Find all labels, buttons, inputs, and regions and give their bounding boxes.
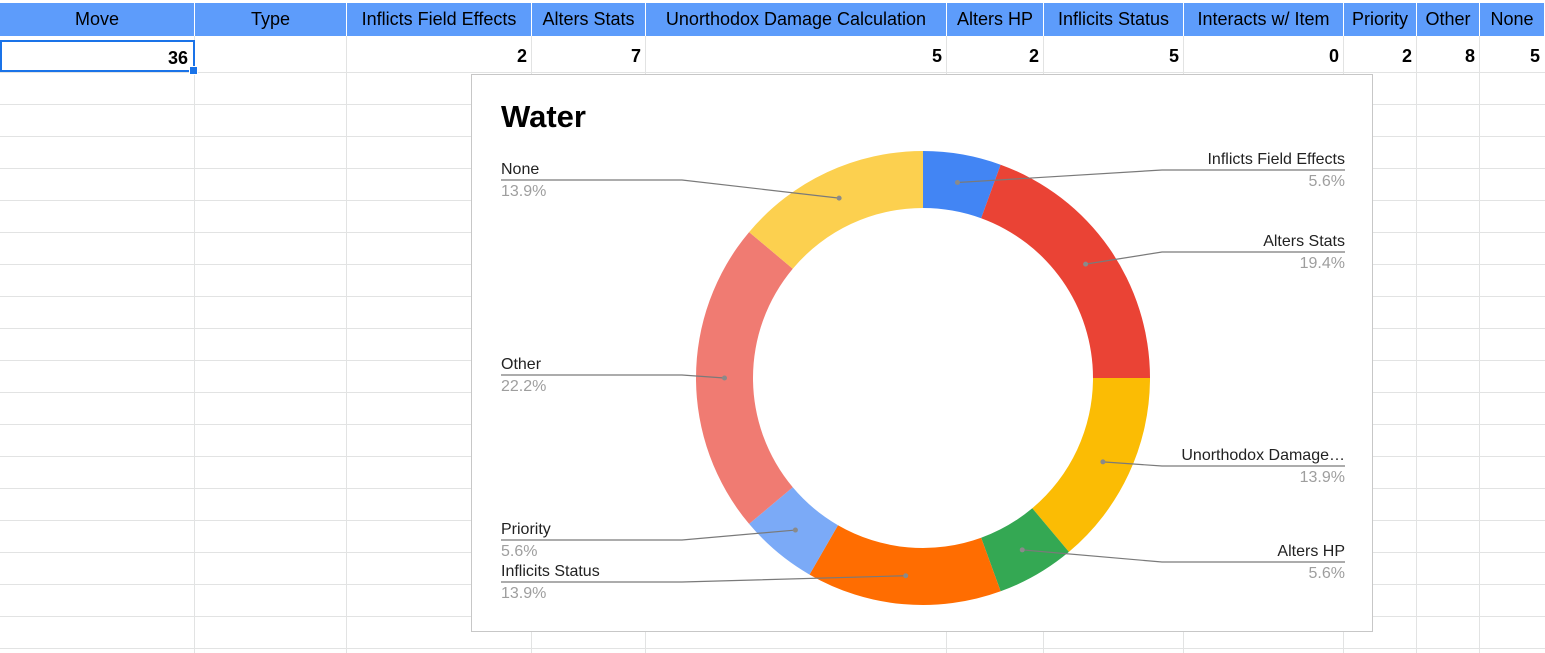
- slice-percent: 13.9%: [501, 585, 546, 602]
- selected-cell[interactable]: 36: [0, 40, 195, 72]
- callout-line: [1085, 251, 1345, 265]
- callout-line: [1102, 461, 1345, 467]
- callout-dot: [836, 195, 842, 201]
- callout-dot: [722, 375, 727, 381]
- slice-label: Alters HP: [1277, 543, 1345, 560]
- donut-slice[interactable]: [696, 232, 793, 524]
- slice-percent: 5.6%: [1309, 173, 1345, 190]
- slice-label: Priority: [501, 521, 551, 538]
- column-header[interactable]: Type: [195, 3, 347, 36]
- donut-chart[interactable]: Water Inflicts Field Effects 5.6% Alters S…: [471, 74, 1373, 632]
- slice-label: Unorthodox Damage…: [1181, 447, 1345, 464]
- column-header[interactable]: Move: [0, 3, 195, 36]
- column-header[interactable]: Inflicts Field Effects: [347, 3, 532, 36]
- callout-dot: [1100, 459, 1106, 465]
- column-header[interactable]: Priority: [1344, 3, 1417, 36]
- data-cell[interactable]: 7: [630, 46, 641, 66]
- data-cell[interactable]: 0: [1328, 46, 1339, 66]
- slice-percent: 5.6%: [501, 543, 537, 560]
- chart-title: Water: [501, 99, 586, 134]
- slice-percent: 13.9%: [1300, 469, 1345, 486]
- callout-dot: [792, 527, 798, 533]
- column-header[interactable]: Interacts w/ Item: [1184, 3, 1344, 36]
- slice-percent: 22.2%: [501, 378, 546, 395]
- data-cell[interactable]: 2: [516, 46, 527, 66]
- slice-percent: 19.4%: [1300, 255, 1345, 272]
- data-cell[interactable]: 5: [1529, 46, 1540, 66]
- slice-label: None: [501, 161, 539, 178]
- data-cell[interactable]: 5: [1168, 46, 1179, 66]
- column-header[interactable]: None: [1480, 3, 1545, 36]
- donut-slice[interactable]: [1032, 378, 1150, 552]
- data-cell[interactable]: 2: [1401, 46, 1412, 66]
- callout-dot: [1019, 547, 1025, 553]
- column-header[interactable]: Other: [1417, 3, 1480, 36]
- callout-dot: [1083, 261, 1089, 267]
- data-cell[interactable]: 8: [1464, 46, 1475, 66]
- slice-percent: 13.9%: [501, 183, 546, 200]
- data-cell[interactable]: [195, 40, 347, 72]
- slice-label: Other: [501, 356, 542, 373]
- callout-dot: [954, 180, 960, 186]
- donut-slice[interactable]: [923, 151, 1001, 219]
- callout-line: [501, 374, 725, 379]
- slice-label: Inflicits Status: [501, 563, 600, 580]
- donut-slice[interactable]: [749, 151, 923, 269]
- chart-canvas: Inflicts Field Effects 5.6% Alters Stats 19…: [501, 151, 1345, 605]
- callout-line: [501, 575, 906, 583]
- callout-line: [957, 169, 1345, 184]
- callout-line: [501, 179, 840, 199]
- data-cell[interactable]: 2: [1028, 46, 1039, 66]
- column-header[interactable]: Alters HP: [947, 3, 1044, 36]
- slice-label: Alters Stats: [1263, 233, 1345, 250]
- column-header[interactable]: Inflicits Status: [1044, 3, 1184, 36]
- header-row: [0, 3, 1545, 36]
- data-cell[interactable]: 5: [931, 46, 942, 66]
- column-header[interactable]: Alters Stats: [532, 3, 646, 36]
- fill-handle[interactable]: [189, 66, 198, 75]
- column-header[interactable]: Unorthodox Damage Calculation: [646, 3, 947, 36]
- callout-line: [501, 529, 796, 541]
- donut-slice[interactable]: [981, 164, 1150, 378]
- donut-slice[interactable]: [809, 525, 1001, 605]
- slice-label: Inflicts Field Effects: [1207, 151, 1345, 168]
- callout-dot: [903, 573, 909, 579]
- callout-line: [1022, 549, 1345, 563]
- slice-percent: 5.6%: [1309, 565, 1345, 582]
